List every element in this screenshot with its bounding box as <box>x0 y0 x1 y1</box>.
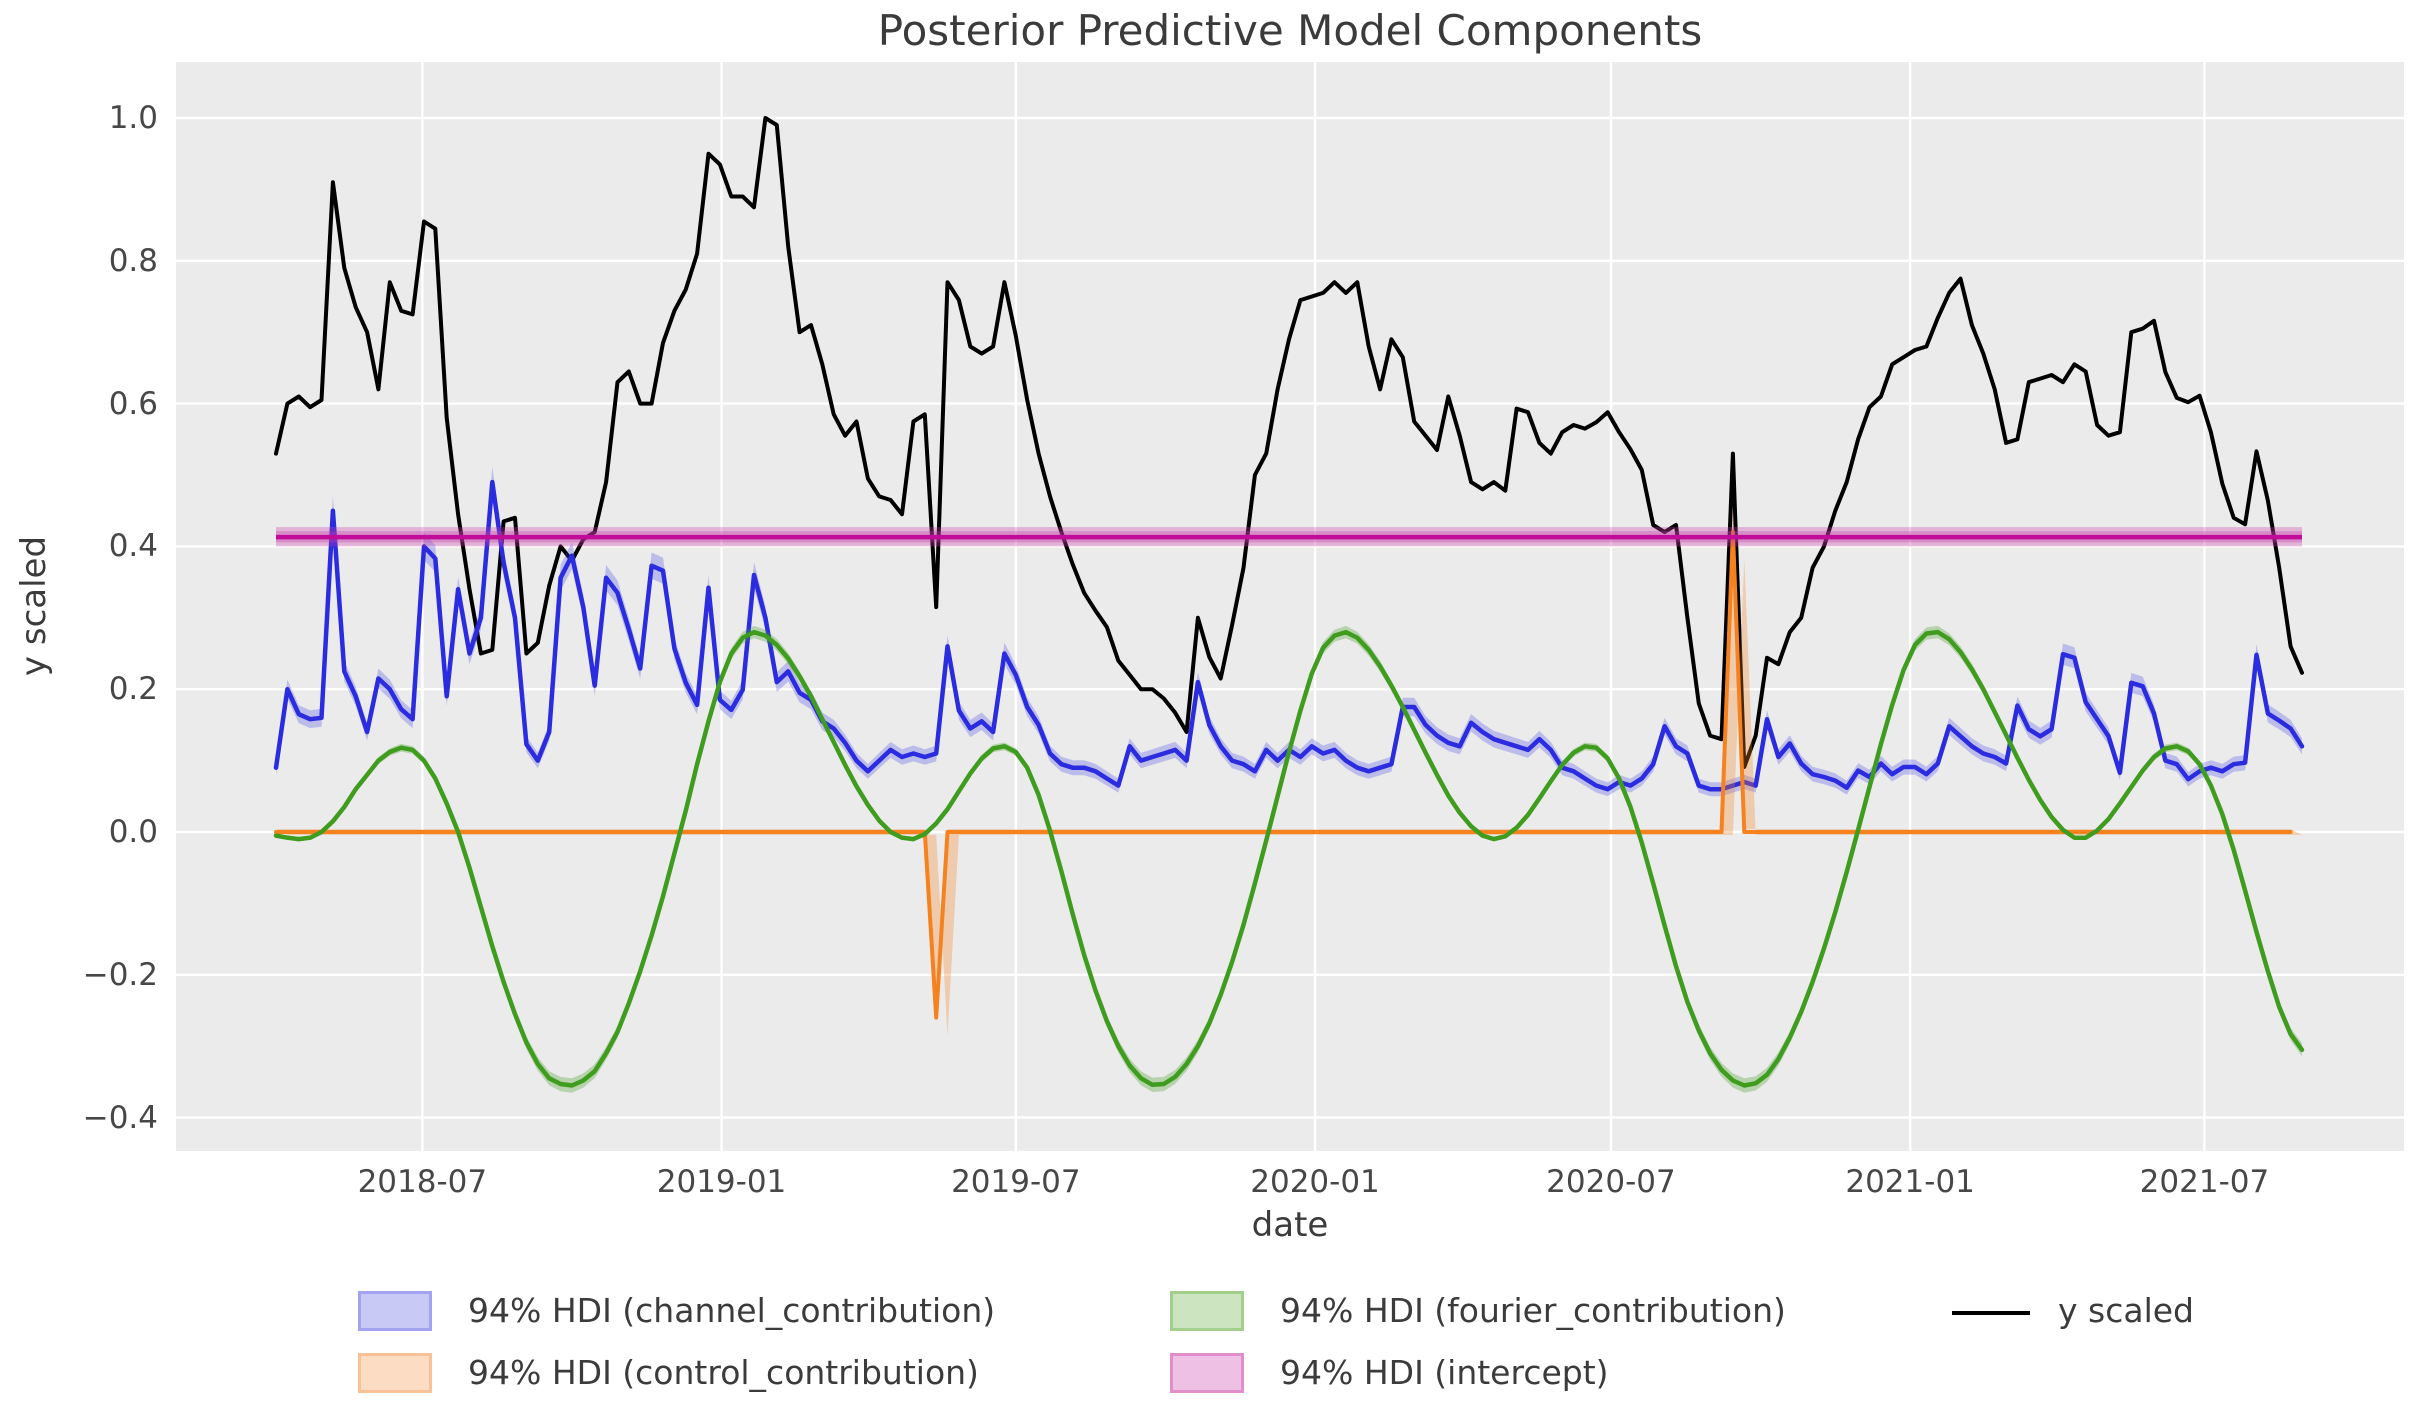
legend-label-fourier: 94% HDI (fourier_contribution) <box>1280 1291 1786 1330</box>
y-tick-label: 1.0 <box>108 100 158 136</box>
legend-swatch-intercept <box>1170 1353 1244 1393</box>
y-tick-label: −0.4 <box>82 1099 158 1136</box>
x-axis-label: date <box>1251 1205 1329 1245</box>
x-tick-label: 2019-07 <box>951 1164 1081 1200</box>
y-tick-label: 0.2 <box>108 671 158 708</box>
legend-swatch-control <box>358 1353 432 1393</box>
legend-label-control: 94% HDI (control_contribution) <box>468 1353 979 1392</box>
y-tick-label: 0.4 <box>108 528 158 565</box>
x-tick-label: 2020-01 <box>1250 1164 1380 1200</box>
legend-swatch-fourier <box>1170 1291 1244 1331</box>
y-tick-label: 0.0 <box>108 814 158 850</box>
legend-swatch-channel <box>358 1291 432 1331</box>
legend-label-intercept: 94% HDI (intercept) <box>1280 1353 1609 1392</box>
y-tick-label: −0.2 <box>82 956 158 993</box>
legend-label-y-scaled: y scaled <box>2058 1291 2194 1330</box>
x-tick-label: 2018-07 <box>357 1164 488 1200</box>
x-tick-label: 2019-01 <box>656 1164 787 1200</box>
y-axis-label: y scaled <box>14 535 54 677</box>
x-tick-label: 2021-07 <box>2139 1164 2270 1200</box>
legend-label-channel: 94% HDI (channel_contribution) <box>468 1291 996 1330</box>
chart-title: Posterior Predictive Model Components <box>877 6 1703 55</box>
legend-line-y-scaled <box>1952 1311 2030 1315</box>
x-tick-label: 2021-01 <box>1845 1164 1975 1200</box>
y-tick-label: 0.8 <box>108 242 158 279</box>
x-tick-label: 2020-07 <box>1546 1164 1676 1200</box>
y-tick-label: 0.6 <box>108 385 158 422</box>
